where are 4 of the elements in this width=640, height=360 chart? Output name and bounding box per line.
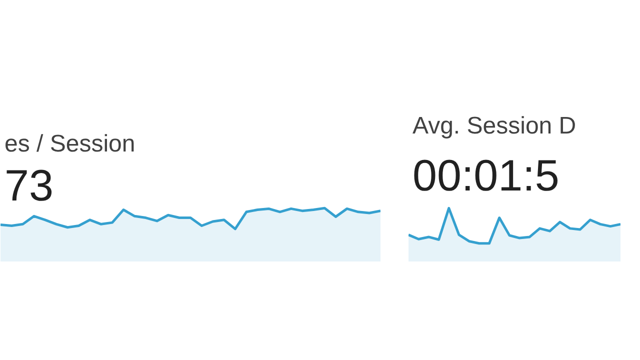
chart-subtitle: 73 bbox=[4, 162, 54, 210]
chart-title: es / Session bbox=[4, 130, 136, 158]
chart-subtitle: 00:01:5 bbox=[412, 152, 560, 200]
chart-title: Avg. Session D bbox=[412, 112, 576, 140]
